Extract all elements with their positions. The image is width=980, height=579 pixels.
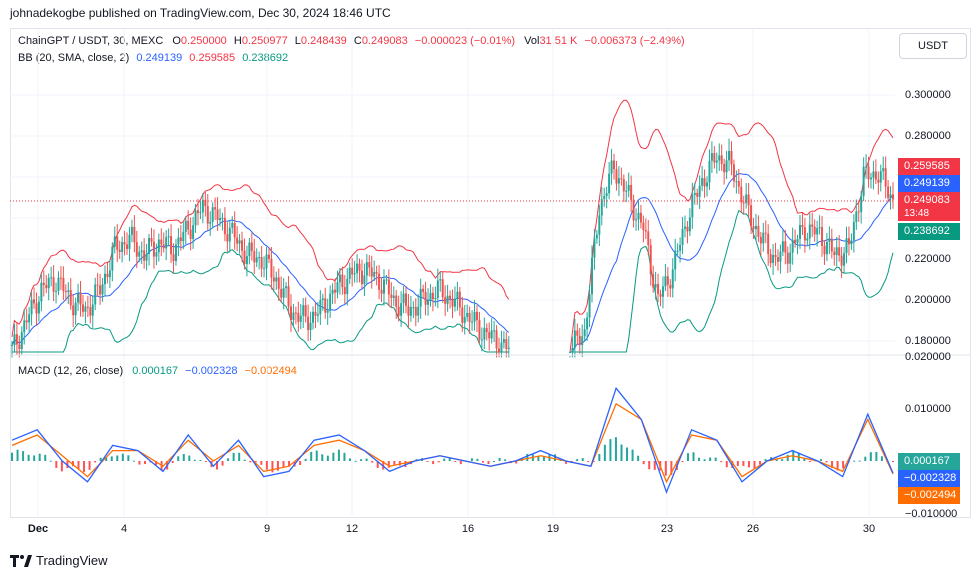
x-tick: Dec xyxy=(27,523,49,535)
price-tick: 0.280000 xyxy=(905,130,951,142)
low-label: L xyxy=(294,35,301,47)
macd-label[interactable]: MACD (12, 26, close) xyxy=(18,365,124,377)
x-tick: 19 xyxy=(546,523,560,535)
last-price-badge: 0.249083 13:48 xyxy=(898,192,960,221)
macd-tick: 0.010000 xyxy=(905,403,951,415)
macd-signal-badge: −0.002494 xyxy=(898,487,960,504)
tradingview-logo-icon xyxy=(10,554,32,567)
close-label: C xyxy=(353,35,362,47)
x-tick: 9 xyxy=(263,523,271,535)
x-tick: 4 xyxy=(120,523,128,535)
price-tick: 0.200000 xyxy=(905,294,951,306)
macd-tick: −0.010000 xyxy=(905,508,958,517)
last-price-value: 0.249083 xyxy=(904,194,950,206)
x-tick: 30 xyxy=(862,523,876,535)
x-tick: 23 xyxy=(660,523,674,535)
vol-change: −0.006373 (−2.49%) xyxy=(584,35,685,47)
x-tick: 12 xyxy=(345,523,359,535)
x-tick: 26 xyxy=(746,523,760,535)
price-tick: 0.020000 xyxy=(905,351,951,361)
high-value: 0.250977 xyxy=(241,35,288,47)
price-tick: 0.220000 xyxy=(905,253,951,265)
chart-frame xyxy=(10,28,971,518)
symbol-label[interactable]: ChainGPT / USDT, 30, MEXC xyxy=(18,35,164,47)
bb-basis-badge: 0.249139 xyxy=(898,175,960,192)
bb-upper-value: 0.259585 xyxy=(189,52,236,64)
bb-lower-value: 0.238692 xyxy=(242,52,289,64)
macd-signal-value: −0.002494 xyxy=(244,365,297,377)
open-label: O xyxy=(172,35,181,47)
bb-basis-value: 0.249139 xyxy=(136,52,183,64)
bb-legend: BB (20, SMA, close, 2) 0.249139 0.259585… xyxy=(18,52,288,64)
low-value: 0.248439 xyxy=(300,35,347,47)
vol-value: 31.51 K xyxy=(539,35,578,47)
bb-upper-badge: 0.259585 xyxy=(898,158,960,175)
publish-header: johnadekogbe published on TradingView.co… xyxy=(10,6,391,20)
bb-label[interactable]: BB (20, SMA, close, 2) xyxy=(18,52,130,64)
macd-hist-value: 0.000167 xyxy=(132,365,179,377)
macd-hist-badge: 0.000167 xyxy=(898,453,960,470)
countdown-value: 13:48 xyxy=(904,208,930,219)
price-tick: 0.300000 xyxy=(905,89,951,101)
vol-label: Vol xyxy=(524,35,540,47)
x-tick: 16 xyxy=(461,523,475,535)
bb-lower-badge: 0.238692 xyxy=(898,223,960,240)
price-tick: 0.180000 xyxy=(905,335,951,347)
tradingview-logo[interactable]: TradingView xyxy=(10,553,108,568)
currency-button[interactable]: USDT xyxy=(899,33,967,59)
brand-label: TradingView xyxy=(36,553,108,568)
open-value: 0.250000 xyxy=(180,35,227,47)
close-value: 0.249083 xyxy=(361,35,408,47)
ohlc-legend: ChainGPT / USDT, 30, MEXC O0.250000 H0.2… xyxy=(18,35,685,47)
high-label: H xyxy=(233,35,242,47)
change-value: −0.000023 (−0.01%) xyxy=(414,35,516,47)
macd-legend: MACD (12, 26, close) 0.000167 −0.002328 … xyxy=(18,365,297,377)
macd-line-value: −0.002328 xyxy=(185,365,238,377)
macd-line-badge: −0.002328 xyxy=(898,470,960,487)
